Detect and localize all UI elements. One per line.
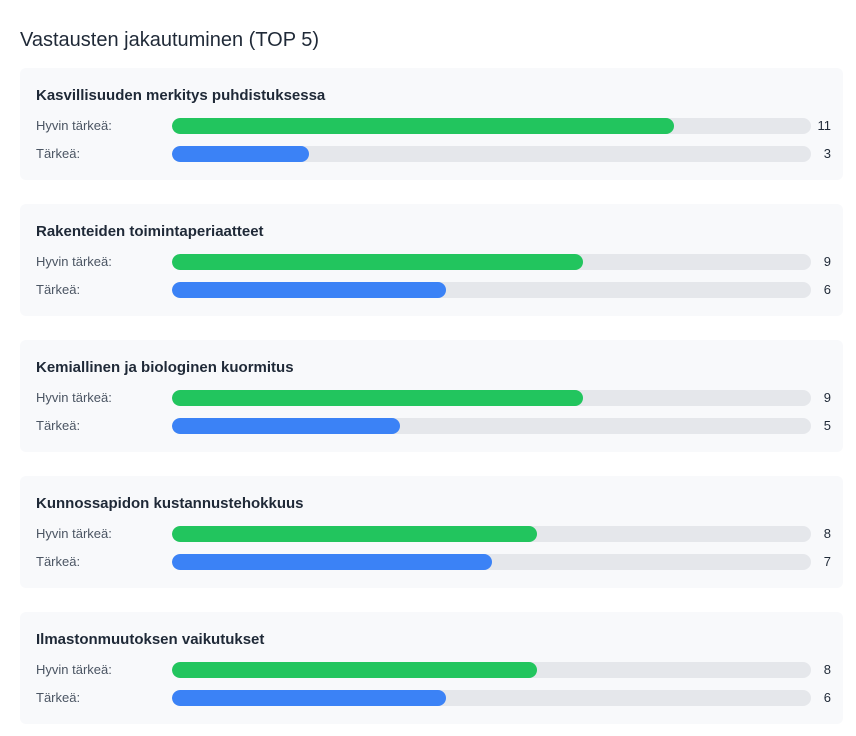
important-row: Tärkeä: 3 [36, 144, 831, 164]
bar-label: Hyvin tärkeä: [36, 118, 112, 133]
bar-track [172, 254, 811, 270]
bar-fill [172, 526, 538, 542]
bar-track [172, 690, 811, 706]
topic-title: Kemiallinen ja biologinen kuormitus [36, 359, 294, 376]
bar-fill [172, 662, 538, 678]
bar-track [172, 390, 811, 406]
bar-value: 3 [823, 146, 831, 161]
bar-value: 5 [823, 418, 831, 433]
important-row: Tärkeä: 5 [36, 416, 831, 436]
topic-card: Ilmastonmuutoksen vaikutukset Hyvin tärke… [20, 612, 843, 724]
very-important-row: Hyvin tärkeä: 9 [36, 388, 831, 408]
bar-fill [172, 254, 583, 270]
topic-title: Ilmastonmuutoksen vaikutukset [36, 631, 265, 648]
bar-fill [172, 282, 446, 298]
topic-card: Kasvillisuuden merkitys puhdistuksessa Hy… [20, 68, 843, 180]
very-important-row: Hyvin tärkeä: 11 [36, 116, 831, 136]
bar-label: Tärkeä: [36, 418, 81, 433]
bar-track [172, 118, 811, 134]
important-row: Tärkeä: 7 [36, 552, 831, 572]
bar-value: 8 [823, 662, 831, 677]
important-row: Tärkeä: 6 [36, 688, 831, 708]
bar-value: 7 [823, 554, 831, 569]
bar-fill [172, 118, 675, 134]
very-important-row: Hyvin tärkeä: 9 [36, 252, 831, 272]
bar-value: 6 [823, 282, 831, 297]
topic-title: Rakenteiden toimintaperiaatteet [36, 223, 264, 240]
bar-label: Hyvin tärkeä: [36, 390, 112, 405]
bar-track [172, 418, 811, 434]
bar-fill [172, 146, 309, 162]
bar-fill [172, 390, 583, 406]
bar-label: Tärkeä: [36, 146, 81, 161]
topic-card: Kemiallinen ja biologinen kuormitus Hyvin… [20, 340, 843, 452]
topic-title: Kasvillisuuden merkitys puhdistuksessa [36, 87, 326, 104]
very-important-row: Hyvin tärkeä: 8 [36, 524, 831, 544]
bar-value: 9 [823, 390, 831, 405]
bar-track [172, 662, 811, 678]
bar-label: Hyvin tärkeä: [36, 254, 112, 269]
bar-label: Hyvin tärkeä: [36, 526, 112, 541]
bar-track [172, 282, 811, 298]
bar-fill [172, 418, 401, 434]
bar-track [172, 554, 811, 570]
topic-card: Kunnossapidon kustannustehokkuus Hyvin tä… [20, 476, 843, 588]
bar-track [172, 526, 811, 542]
bar-label: Tärkeä: [36, 282, 81, 297]
bar-track [172, 146, 811, 162]
bar-value: 6 [823, 690, 831, 705]
bar-value: 8 [823, 526, 831, 541]
topic-title: Kunnossapidon kustannustehokkuus [36, 495, 304, 512]
bar-label: Tärkeä: [36, 690, 81, 705]
bar-fill [172, 690, 446, 706]
important-row: Tärkeä: 6 [36, 280, 831, 300]
topic-cards: Kasvillisuuden merkitys puhdistuksessa Hy… [20, 68, 843, 736]
bar-fill [172, 554, 492, 570]
bar-value: 9 [823, 254, 831, 269]
bar-label: Hyvin tärkeä: [36, 662, 112, 677]
topic-card: Rakenteiden toimintaperiaatteet Hyvin tär… [20, 204, 843, 316]
bar-label: Tärkeä: [36, 554, 81, 569]
bar-value: 11 [817, 118, 832, 133]
page-title: Vastausten jakautuminen (TOP 5) [20, 29, 320, 51]
very-important-row: Hyvin tärkeä: 8 [36, 660, 831, 680]
